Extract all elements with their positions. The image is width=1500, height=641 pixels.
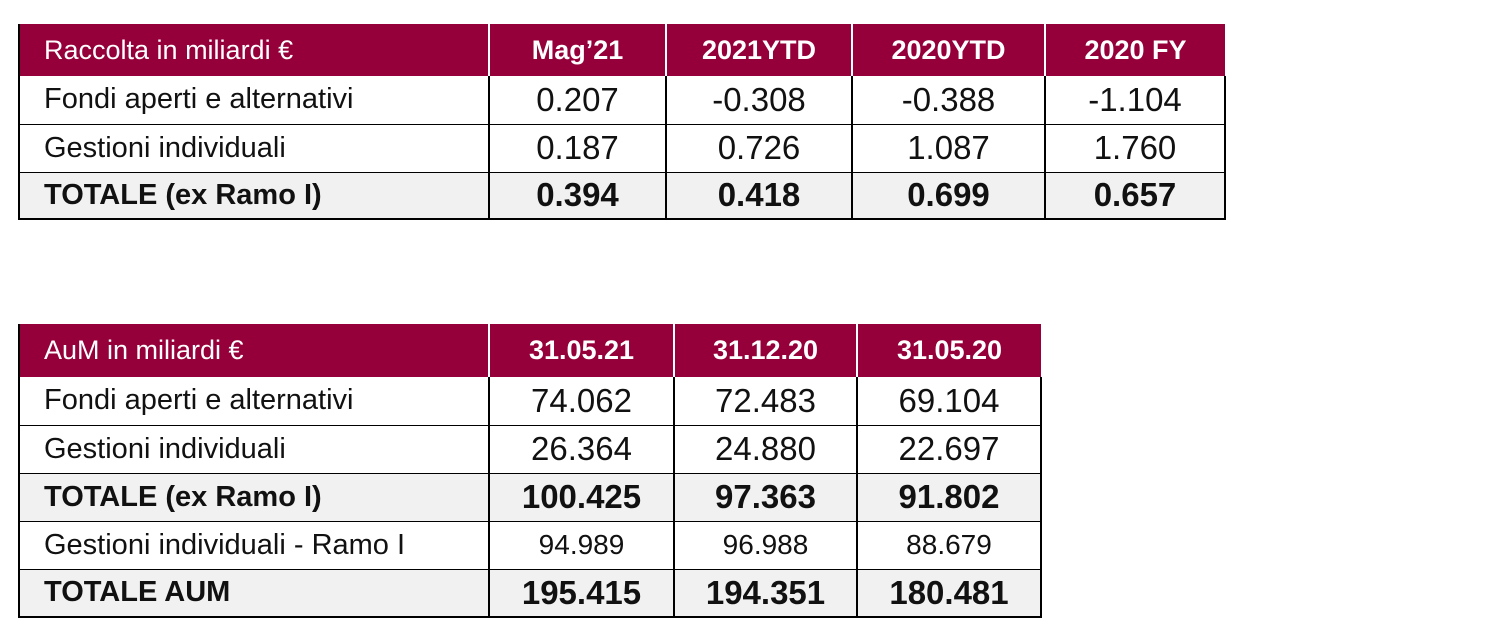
cell-value: 0.657 [1045,172,1226,220]
cell-value: 96.988 [674,521,858,570]
cell-value: 72.483 [674,377,858,426]
table-row: Fondi aperti e alternativi 74.062 72.483… [18,377,1042,426]
cell-value: 0.394 [489,172,667,220]
table-row: Gestioni individuali - Ramo I 94.989 96.… [18,521,1042,570]
cell-value: 97.363 [674,473,858,522]
header-mag21: Mag’21 [489,24,667,76]
cell-value: 94.989 [489,521,675,570]
header-2020ytd: 2020YTD [852,24,1046,76]
cell-value: 26.364 [489,425,675,474]
cell-value: 0.187 [489,124,667,173]
row-label: TOTALE (ex Ramo I) [18,473,490,522]
cell-value: 195.415 [489,569,675,618]
raccolta-header-label: Raccolta in miliardi € [18,24,490,76]
total-row: TOTALE (ex Ramo I) 100.425 97.363 91.802 [18,473,1042,522]
table-row: Gestioni individuali 26.364 24.880 22.69… [18,425,1042,474]
cell-value: 100.425 [489,473,675,522]
cell-value: 88.679 [857,521,1042,570]
cell-value: 22.697 [857,425,1042,474]
row-label: Gestioni individuali - Ramo I [18,521,490,570]
cell-value: -0.308 [666,76,853,125]
row-label: Gestioni individuali [18,425,490,474]
header-2021ytd: 2021YTD [666,24,853,76]
cell-value: 0.207 [489,76,667,125]
cell-value: 74.062 [489,377,675,426]
cell-value: 0.726 [666,124,853,173]
cell-value: 1.087 [852,124,1046,173]
total-row: TOTALE (ex Ramo I) 0.394 0.418 0.699 0.6… [18,172,1226,220]
aum-header-label: AuM in miliardi € [18,324,490,377]
cell-value: 180.481 [857,569,1042,618]
cell-value: 194.351 [674,569,858,618]
total-aum-row: TOTALE AUM 195.415 194.351 180.481 [18,569,1042,618]
header-310520: 31.05.20 [857,324,1041,377]
cell-value: -1.104 [1045,76,1226,125]
cell-value: 1.760 [1045,124,1226,173]
row-label: Fondi aperti e alternativi [18,76,490,125]
cell-value: -0.388 [852,76,1046,125]
cell-value: 0.418 [666,172,853,220]
cell-value: 24.880 [674,425,858,474]
header-2020fy: 2020 FY [1045,24,1225,76]
row-label: TOTALE (ex Ramo I) [18,172,490,220]
row-label: Fondi aperti e alternativi [18,377,490,426]
aum-table: AuM in miliardi € 31.05.21 31.12.20 31.0… [18,324,1042,618]
table-row: Fondi aperti e alternativi 0.207 -0.308 … [18,76,1226,125]
raccolta-header-row: Raccolta in miliardi € Mag’21 2021YTD 20… [18,24,1225,76]
aum-header-row: AuM in miliardi € 31.05.21 31.12.20 31.0… [18,324,1041,377]
raccolta-table: Raccolta in miliardi € Mag’21 2021YTD 20… [18,24,1226,220]
header-311220: 31.12.20 [674,324,858,377]
row-label: TOTALE AUM [18,569,490,618]
cell-value: 69.104 [857,377,1042,426]
table-row: Gestioni individuali 0.187 0.726 1.087 1… [18,124,1226,173]
cell-value: 0.699 [852,172,1046,220]
header-310521: 31.05.21 [489,324,675,377]
cell-value: 91.802 [857,473,1042,522]
row-label: Gestioni individuali [18,124,490,173]
